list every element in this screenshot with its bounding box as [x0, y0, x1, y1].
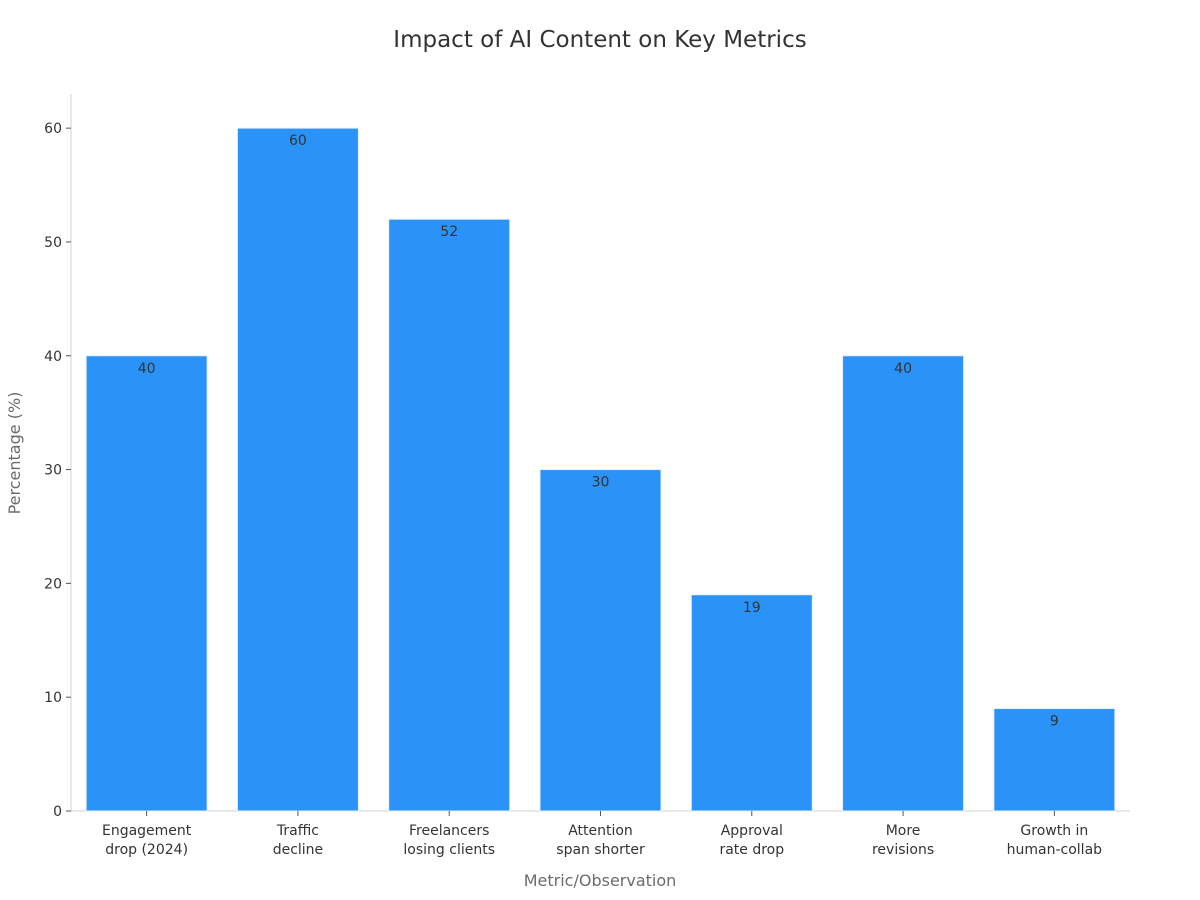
x-tick-label-line: human-collab — [1007, 842, 1103, 858]
x-tick-label-line: Growth in — [1020, 823, 1088, 839]
x-tick-label: Attention span shorter — [556, 823, 645, 858]
bar-value-label: 52 — [440, 224, 458, 240]
x-tick-label: Growth in human-collab — [1007, 823, 1103, 858]
x-tick-label-line: Traffic — [276, 823, 319, 839]
bar-value-label: 60 — [289, 133, 307, 149]
bar — [539, 469, 662, 812]
x-tick-label-line: Freelancers — [409, 823, 489, 839]
bar — [236, 127, 359, 812]
x-tick-label: Approval rate drop — [719, 823, 784, 858]
bar-value-label: 19 — [743, 600, 761, 616]
bar — [388, 218, 511, 812]
x-tick-label: More revisions — [872, 823, 934, 858]
chart-title: Impact of AI Content on Key Metrics — [393, 27, 806, 53]
x-tick-label-line: Engagement — [102, 823, 192, 839]
x-tick-label: Traffic decline — [273, 823, 323, 858]
x-tick-label: Freelancers losing clients — [403, 823, 495, 858]
bar — [842, 355, 965, 812]
x-tick-label-line: Attention — [568, 823, 633, 839]
x-tick-label-line: rate drop — [719, 842, 784, 858]
bar — [690, 594, 813, 812]
bar — [993, 708, 1116, 812]
bar-value-label: 30 — [592, 475, 610, 491]
x-tick-label-line: losing clients — [403, 842, 495, 858]
y-tick-label: 60 — [44, 121, 62, 137]
y-tick-label: 40 — [44, 349, 62, 365]
x-tick-label: Engagement drop (2024) — [102, 823, 192, 858]
y-tick-label: 0 — [53, 804, 62, 820]
y-tick-label: 30 — [44, 463, 62, 479]
y-tick-label: 50 — [44, 235, 62, 251]
y-tick-label: 20 — [44, 576, 62, 592]
bar-value-label: 40 — [138, 361, 156, 377]
y-axis-label: Percentage (%) — [5, 392, 24, 515]
x-tick-label-line: span shorter — [556, 842, 645, 858]
x-tick-label-line: revisions — [872, 842, 934, 858]
x-tick-label-line: drop (2024) — [105, 842, 188, 858]
x-tick-label-line: More — [886, 823, 921, 839]
bar — [85, 355, 208, 812]
bar-value-label: 9 — [1050, 714, 1059, 730]
plot-area: 0 10 20 30 40 50 60 40 Engagement drop (2024) 60 Tr… — [44, 94, 1130, 858]
y-tick-label: 10 — [44, 690, 62, 706]
x-axis-label: Metric/Observation — [524, 871, 677, 890]
x-tick-label-line: decline — [273, 842, 323, 858]
bar-value-label: 40 — [894, 361, 912, 377]
x-tick-label-line: Approval — [721, 823, 783, 839]
